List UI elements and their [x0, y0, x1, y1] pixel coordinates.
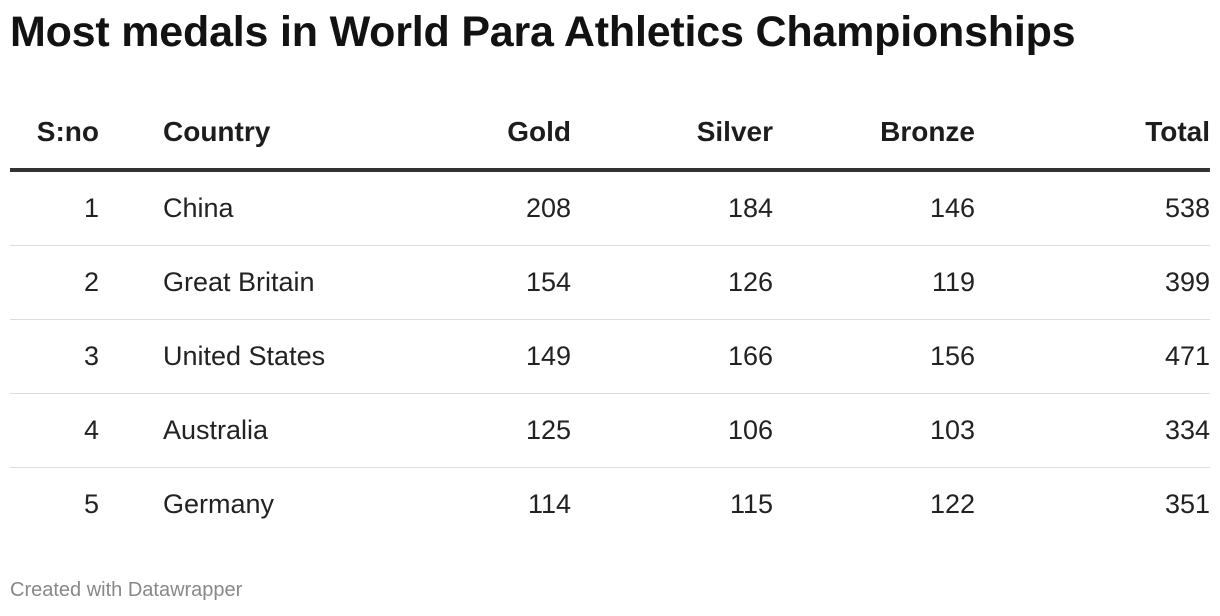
cell-bronze: 103 — [773, 393, 975, 468]
cell-country: Great Britain — [163, 245, 363, 320]
cell-gold: 125 — [363, 393, 571, 468]
cell-silver: 166 — [571, 319, 773, 394]
table-row: 1 China 208 184 146 538 — [10, 170, 1210, 246]
cell-sno: 4 — [10, 393, 99, 468]
cell-silver: 184 — [571, 170, 773, 246]
header-row: S:no Country Gold Silver Bronze Total — [10, 96, 1210, 172]
cell-total: 351 — [1164, 489, 1210, 519]
cell-spacer — [99, 319, 163, 394]
datawrapper-credit[interactable]: Created with Datawrapper — [10, 579, 243, 601]
medals-table: S:no Country Gold Silver Bronze Total 1 … — [10, 96, 1210, 541]
cell-total: 334 — [975, 393, 1210, 468]
column-spacer — [99, 96, 163, 172]
cell-spacer — [99, 245, 163, 320]
table-row: 2 Great Britain 154 126 119 399 — [10, 245, 1210, 320]
cell-country: United States — [163, 319, 363, 394]
cell-country: Australia — [163, 393, 363, 468]
cell-sno: 5 — [83, 489, 99, 519]
cell-bronze: 119 — [773, 245, 975, 320]
cell-bronze: 156 — [773, 319, 975, 394]
cell-country: Germany — [163, 489, 275, 519]
cell-gold: 149 — [363, 319, 571, 394]
column-header-silver[interactable]: Silver — [571, 96, 773, 172]
column-header-bronze[interactable]: Bronze — [773, 96, 975, 172]
cell-gold: 154 — [363, 245, 571, 320]
column-header-country[interactable]: Country — [163, 96, 363, 172]
table-body: 1 China 208 184 146 538 2 Great Britain … — [10, 170, 1210, 541]
cell-spacer — [99, 468, 163, 542]
cell-sno: 3 — [10, 319, 99, 394]
table-row: 4 Australia 125 106 103 334 — [10, 393, 1210, 468]
table-row: 5 Germany 114 115 122 351 — [10, 468, 1210, 542]
cell-bronze: 122 — [929, 489, 975, 519]
cell-silver: 115 — [729, 489, 773, 519]
chart-title: Most medals in World Para Athletics Cham… — [10, 8, 1076, 56]
cell-gold: 208 — [363, 170, 571, 246]
cell-spacer — [99, 393, 163, 468]
cell-bronze: 146 — [773, 170, 975, 246]
cell-spacer — [99, 170, 163, 246]
cell-country: China — [163, 170, 363, 246]
cell-silver: 126 — [571, 245, 773, 320]
column-header-sno[interactable]: S:no — [10, 96, 99, 172]
cell-sno: 1 — [10, 170, 99, 246]
cell-total: 471 — [975, 319, 1210, 394]
cell-gold: 114 — [527, 489, 571, 519]
cell-sno: 2 — [10, 245, 99, 320]
table-row: 3 United States 149 166 156 471 — [10, 319, 1210, 394]
cell-total: 399 — [975, 245, 1210, 320]
column-header-total[interactable]: Total — [975, 96, 1210, 172]
cell-total: 538 — [975, 170, 1210, 246]
column-header-gold[interactable]: Gold — [363, 96, 571, 172]
cell-silver: 106 — [571, 393, 773, 468]
